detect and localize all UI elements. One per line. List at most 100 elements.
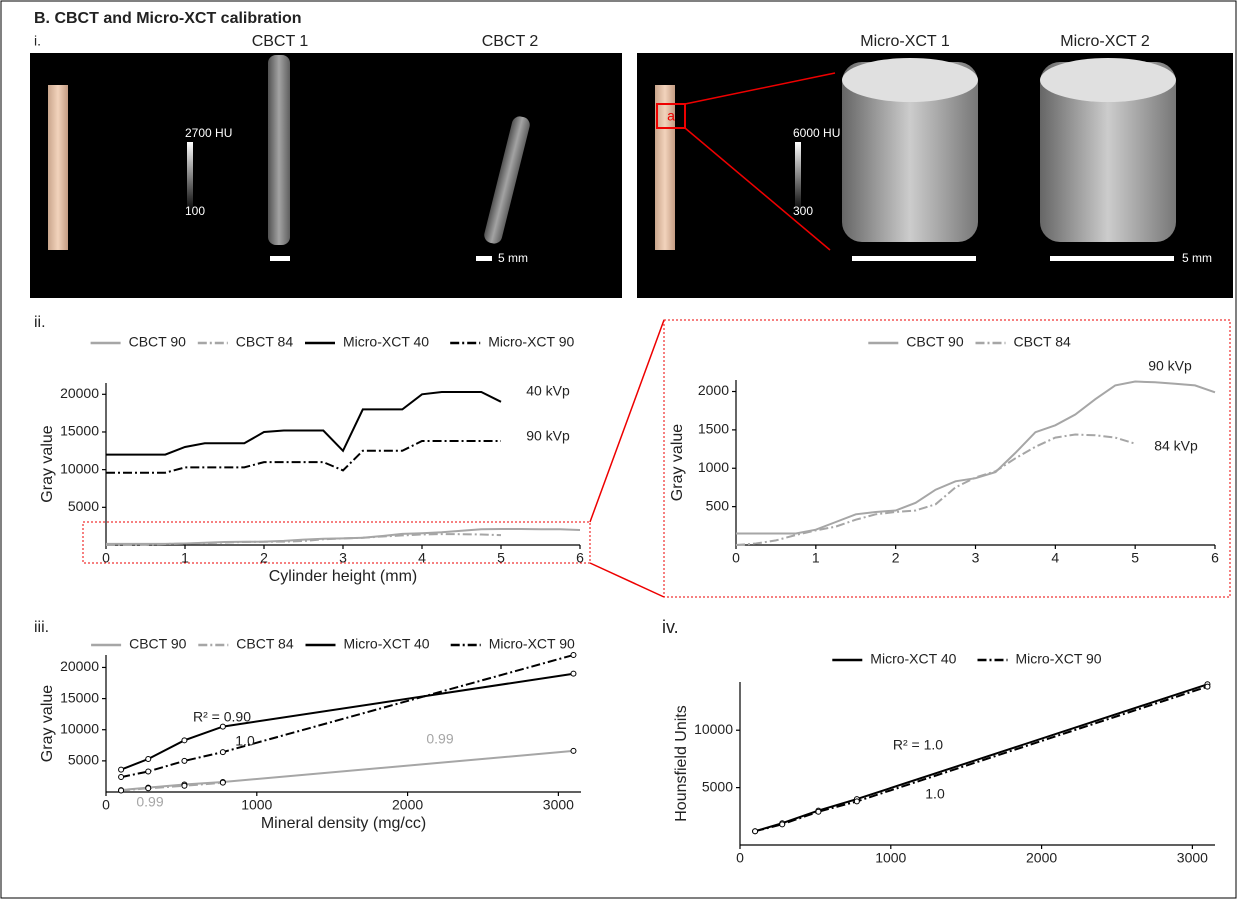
region-box: [656, 103, 686, 129]
y-axis-label: Hounsfield Units: [673, 705, 690, 822]
legend-label: Micro-XCT 40: [344, 636, 430, 652]
annotation: 1.0: [925, 786, 945, 802]
x-tick-label: 3000: [543, 797, 574, 813]
panel-label: ii.: [34, 314, 46, 331]
data-point: [219, 723, 226, 730]
legend-label: CBCT 90: [129, 636, 187, 652]
data-point: [118, 774, 125, 781]
series-line: [105, 533, 502, 546]
zoom-box: [663, 319, 1231, 598]
data-point: [853, 798, 860, 805]
colorbar-label: 300: [793, 204, 813, 218]
micro-render: [842, 62, 978, 242]
image-title: CBCT 2: [482, 33, 539, 50]
y-tick-label: 1500: [698, 421, 729, 437]
y-tick-label: 2000: [698, 382, 729, 398]
series-line: [106, 440, 501, 474]
x-tick-label: 3: [339, 550, 347, 566]
y-axis-label: Gray value: [669, 424, 686, 501]
series-line: [106, 391, 502, 456]
x-tick-label: 2000: [1026, 850, 1057, 866]
x-axis-label: Mineral density (mg/cc): [261, 815, 426, 832]
x-tick-label: 3: [972, 550, 980, 566]
zoom-line: [589, 319, 665, 523]
legend-label: CBCT 84: [236, 334, 294, 350]
x-tick-label: 0: [732, 550, 740, 566]
panel-label: iv.: [662, 617, 679, 637]
x-tick-label: 2: [260, 550, 268, 566]
scale-bar: [270, 256, 290, 261]
legend-label: Micro-XCT 90: [1016, 651, 1102, 667]
region-label: a: [667, 108, 675, 124]
data-point: [1204, 683, 1211, 690]
y-tick-label: 500: [706, 497, 730, 513]
series-line: [106, 528, 581, 545]
image-title: CBCT 1: [252, 33, 309, 50]
specimen-photo: [48, 85, 68, 250]
series-line: [120, 672, 574, 771]
series-line: [736, 380, 1216, 535]
colorbar-label: 100: [185, 204, 205, 218]
annotation: R² = 1.0: [893, 737, 943, 753]
zoom-line: [589, 562, 665, 598]
colorbar: [795, 142, 801, 212]
data-point: [145, 755, 152, 762]
data-point: [570, 670, 577, 677]
x-tick-label: 6: [1211, 550, 1219, 566]
data-point: [118, 787, 125, 794]
micro-render-top: [1040, 58, 1176, 102]
micro-render: [1040, 62, 1176, 242]
legend-label: CBCT 84: [1014, 334, 1072, 350]
x-tick-label: 0: [102, 797, 110, 813]
y-tick-label: 20000: [60, 385, 99, 401]
y-tick-label: 20000: [60, 658, 99, 674]
legend-label: Micro-XCT 90: [489, 636, 575, 652]
scale-label: 5 mm: [1182, 251, 1212, 265]
x-tick-label: 6: [576, 550, 584, 566]
legend-label: Micro-XCT 40: [343, 334, 429, 350]
x-tick-label: 2: [892, 550, 900, 566]
annotation: 1.0: [235, 733, 255, 749]
data-point: [815, 808, 822, 815]
annotation: 0.99: [426, 731, 453, 747]
series-line: [754, 683, 1208, 833]
y-tick-label: 10000: [694, 721, 733, 737]
legend-label: CBCT 90: [129, 334, 187, 350]
y-tick-label: 15000: [60, 423, 99, 439]
data-point: [219, 779, 226, 786]
y-tick-label: 5000: [702, 778, 733, 794]
annotation: 90 kVp: [1148, 358, 1192, 374]
micro-render-top: [842, 58, 978, 102]
legend-label: CBCT 84: [236, 636, 294, 652]
series-line: [121, 781, 223, 792]
annotation: 90 kVp: [526, 428, 570, 444]
data-point: [219, 749, 226, 756]
image-title: Micro-XCT 1: [860, 33, 950, 50]
image-title: Micro-XCT 2: [1060, 33, 1150, 50]
x-tick-label: 4: [418, 550, 426, 566]
x-tick-label: 1: [181, 550, 189, 566]
figure-title: B. CBCT and Micro-XCT calibration: [34, 10, 302, 27]
series-line: [120, 654, 574, 779]
y-tick-label: 5000: [68, 498, 99, 514]
arrow: [684, 127, 831, 251]
annotation: 84 kVp: [1154, 438, 1198, 454]
y-tick-label: 15000: [60, 689, 99, 705]
data-point: [118, 766, 125, 773]
x-tick-label: 3000: [1177, 850, 1208, 866]
annotation: 40 kVp: [526, 383, 570, 399]
data-point: [570, 747, 577, 754]
series-line: [754, 685, 1208, 833]
arrow: [684, 72, 836, 105]
x-tick-label: 1: [812, 550, 820, 566]
colorbar: [187, 142, 193, 212]
x-tick-label: 1000: [875, 850, 906, 866]
data-point: [145, 768, 152, 775]
colorbar-label: 6000 HU: [793, 126, 840, 140]
cbct-render: [484, 116, 530, 244]
data-point: [570, 652, 577, 658]
panel-label: iii.: [34, 619, 49, 636]
data-point: [145, 785, 152, 792]
